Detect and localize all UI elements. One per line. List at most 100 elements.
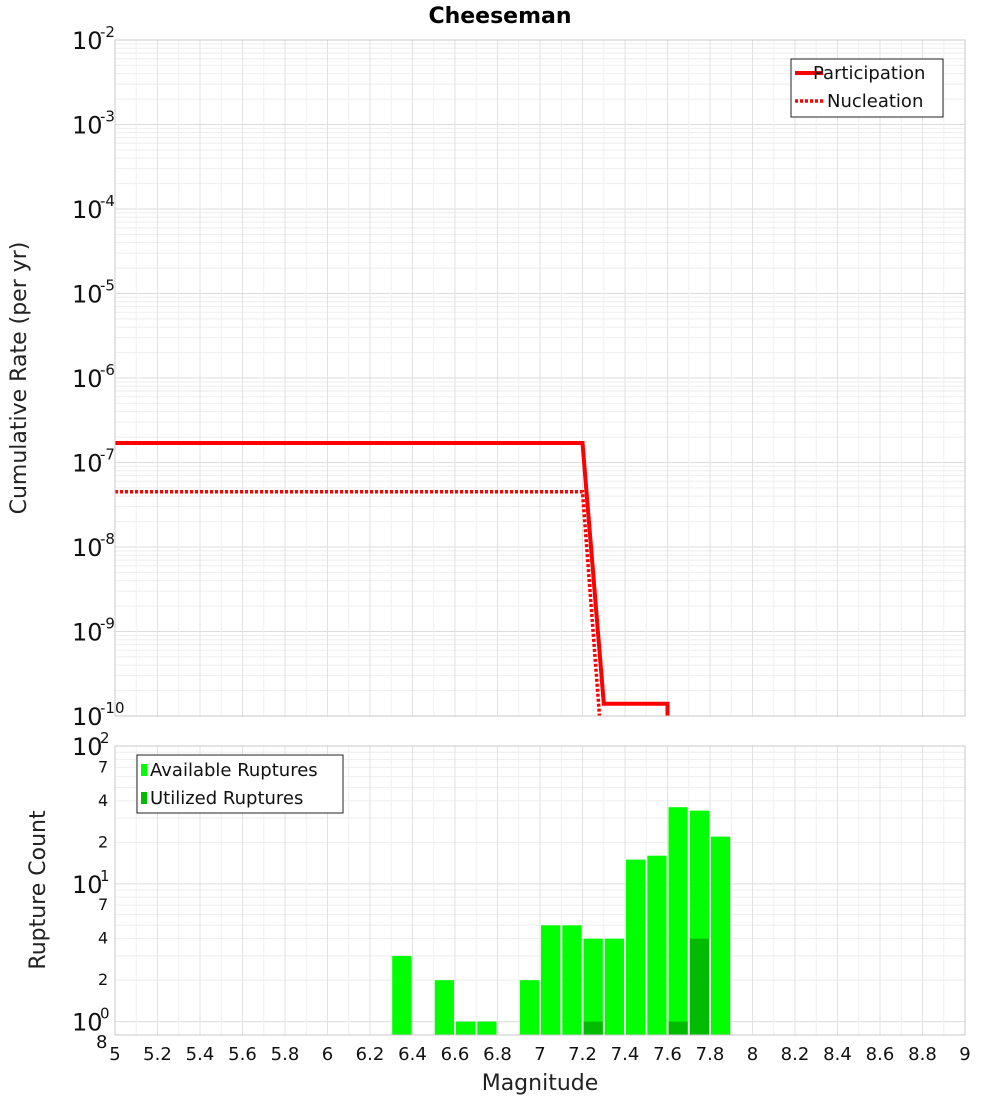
- x-tick-label: 8.6: [866, 1044, 895, 1065]
- x-tick-label: 7.2: [568, 1044, 597, 1065]
- legend-label-participation: Participation: [813, 63, 925, 84]
- x-tick-label: 5.6: [228, 1044, 257, 1065]
- rupture-y-tick-label: 101: [72, 867, 110, 899]
- rate-y-tick-label: 10-3: [72, 108, 115, 140]
- rate-y-tick-base: 10: [72, 112, 103, 140]
- rupture-y-tick-exponent: 2: [100, 729, 110, 747]
- rupture-y-minor-label: 7: [98, 895, 108, 914]
- available-rupture-bar: [626, 859, 646, 1035]
- utilized-rupture-bar: [668, 1021, 688, 1035]
- x-tick-label: 5: [109, 1044, 120, 1065]
- rate-y-tick-base: 10: [72, 27, 103, 55]
- x-tick-label: 8.2: [781, 1044, 810, 1065]
- rupture-y-minor-label: 4: [98, 791, 108, 810]
- rate-y-tick-exponent: -8: [100, 530, 115, 548]
- x-tick-label: 7.8: [696, 1044, 725, 1065]
- x-tick-label: 6: [322, 1044, 333, 1065]
- rate-y-tick-exponent: -6: [100, 361, 115, 379]
- rupture-y-tick-base: 10: [72, 1009, 103, 1037]
- x-tick-label: 5.8: [271, 1044, 300, 1065]
- rate-legend: Participation Nucleation: [790, 58, 944, 118]
- x-tick-label: 7.4: [611, 1044, 640, 1065]
- available-rupture-bar: [583, 938, 603, 1035]
- available-rupture-bar: [647, 855, 667, 1035]
- rate-y-tick-label: 10-7: [72, 446, 115, 478]
- rupture-y-minor-label: 7: [98, 757, 108, 776]
- rupture-y-minor-label: 4: [98, 929, 108, 948]
- rate-y-tick-label: 10-4: [72, 192, 115, 224]
- rate-series: [115, 441, 670, 716]
- x-tick-label: 5.2: [143, 1044, 172, 1065]
- available-rupture-bar: [562, 925, 582, 1035]
- x-tick-label: 6.2: [356, 1044, 385, 1065]
- available-rupture-bar: [668, 807, 688, 1035]
- chart-title: Cheeseman: [428, 4, 571, 29]
- rate-y-tick-label: 10-2: [72, 23, 115, 55]
- available-rupture-bar: [604, 938, 624, 1035]
- series-line-nucleation: [115, 490, 602, 716]
- rate-y-tick-label: 10-10: [72, 699, 125, 731]
- rate-y-tick-base: 10: [72, 281, 103, 309]
- rupture-y-axis-label: Rupture Count: [26, 810, 51, 970]
- rupture-bars: [392, 807, 731, 1035]
- series-line-participation: [115, 441, 670, 716]
- rate-y-tick-base: 10: [72, 534, 103, 562]
- utilized-rupture-bar: [689, 938, 710, 1035]
- rate-y-tick-exponent: -5: [100, 277, 115, 295]
- rupture-y-tick-exponent: 0: [100, 1005, 110, 1023]
- available-rupture-bar: [711, 836, 731, 1035]
- rate-y-ticks: 10-210-310-410-510-610-710-810-910-10: [72, 23, 125, 731]
- available-rupture-bar: [519, 980, 540, 1035]
- available-rupture-bar: [456, 1021, 476, 1035]
- available-rupture-bar: [477, 1021, 497, 1035]
- x-tick-label: 7.6: [653, 1044, 682, 1065]
- x-axis-label: Magnitude: [482, 1071, 599, 1096]
- rate-y-tick-base: 10: [72, 196, 103, 224]
- x-tick-label: 5.4: [186, 1044, 215, 1065]
- rate-y-axis-label: Cumulative Rate (per yr): [7, 242, 32, 515]
- rate-y-tick-exponent: -3: [100, 108, 115, 126]
- rupture-legend: Available Ruptures Utilized Ruptures: [136, 754, 344, 814]
- available-rupture-bar: [541, 925, 561, 1035]
- rate-y-tick-base: 10: [72, 365, 103, 393]
- rupture-y-tick-label: 102: [72, 729, 110, 761]
- rate-y-tick-label: 10-8: [72, 530, 115, 562]
- legend-swatch-available: [141, 764, 147, 776]
- rate-y-tick-base: 10: [72, 450, 103, 478]
- legend-label-utilized: Utilized Ruptures: [150, 788, 303, 809]
- rupture-y-minor-label: 2: [98, 832, 108, 851]
- rate-y-tick-base: 10: [72, 703, 103, 731]
- rate-legend-box: [790, 58, 944, 118]
- rupture-y-minor-label: 2: [98, 970, 108, 989]
- rate-y-tick-exponent: -7: [100, 446, 115, 464]
- rupture-gridlines: [114, 746, 966, 1036]
- rate-y-tick-label: 10-5: [72, 277, 115, 309]
- rate-gridlines: [114, 40, 966, 717]
- rate-plot-frame: [114, 39, 966, 717]
- rupture-y-tick-exponent: 1: [100, 867, 110, 885]
- legend-swatch-utilized: [141, 792, 147, 804]
- legend-label-nucleation: Nucleation: [827, 91, 923, 112]
- rupture-y-tick-base: 10: [72, 871, 103, 899]
- rupture-legend-box: [136, 754, 344, 814]
- x-tick-label: 6.6: [441, 1044, 470, 1065]
- rupture-y-tick-base: 10: [72, 733, 103, 761]
- x-tick-label: 6.8: [483, 1044, 512, 1065]
- rate-panel: 10-210-310-410-510-610-710-810-910-10 Cu…: [7, 23, 966, 731]
- utilized-rupture-bar: [583, 1021, 603, 1035]
- rate-y-tick-base: 10: [72, 619, 103, 647]
- rupture-y-tick-label: 100: [72, 1005, 110, 1037]
- rate-y-tick-exponent: -10: [100, 699, 125, 717]
- legend-label-available: Available Ruptures: [150, 760, 318, 781]
- rate-y-tick-exponent: -4: [100, 192, 115, 210]
- rupture-plot-frame: [114, 745, 966, 1036]
- x-tick-label: 8: [747, 1044, 758, 1065]
- available-rupture-bar: [392, 955, 412, 1035]
- x-tick-label: 6.4: [398, 1044, 427, 1065]
- x-tick-label: 8.8: [908, 1044, 937, 1065]
- rate-y-tick-label: 10-9: [72, 615, 115, 647]
- rate-y-tick-exponent: -9: [100, 615, 115, 633]
